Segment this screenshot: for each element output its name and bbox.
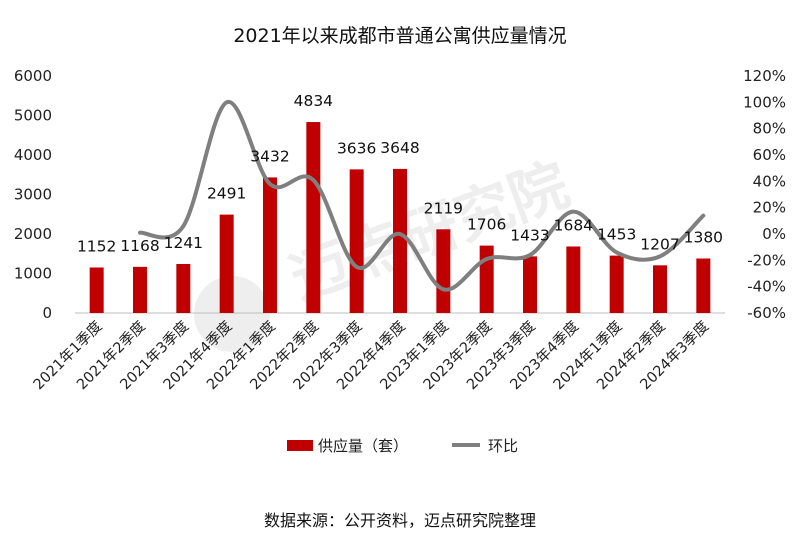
bar bbox=[219, 214, 234, 313]
left-tick-label: 0 bbox=[42, 304, 52, 322]
legend-bar-label: 供应量（套） bbox=[318, 437, 408, 455]
bar-value-label: 2491 bbox=[207, 185, 246, 203]
bar bbox=[479, 245, 494, 313]
x-axis: 2021年1季度2021年2季度2021年3季度2021年4季度2022年1季度… bbox=[30, 318, 712, 393]
bar bbox=[176, 263, 191, 313]
right-tick-label: -40% bbox=[747, 278, 786, 296]
right-tick-label: 0% bbox=[762, 225, 786, 243]
bar-series bbox=[89, 122, 711, 313]
bar-value-label: 1684 bbox=[554, 216, 593, 234]
bar bbox=[393, 168, 407, 313]
bar bbox=[349, 169, 364, 313]
bar-value-label: 4834 bbox=[294, 92, 333, 110]
bar-value-label: 1168 bbox=[120, 237, 159, 255]
left-axis: 0 1000 2000 3000 4000 5000 6000 bbox=[14, 67, 52, 322]
bar bbox=[436, 229, 451, 313]
bar bbox=[89, 267, 104, 313]
source-note: 数据来源：公开资料，迈点研究院整理 bbox=[264, 511, 536, 530]
bar-value-label: 2119 bbox=[424, 199, 463, 217]
watermark: 迈点研究院 bbox=[194, 150, 577, 352]
line-series bbox=[138, 100, 706, 292]
left-tick-label: 6000 bbox=[14, 67, 52, 85]
bar-value-label: 1241 bbox=[164, 234, 203, 252]
right-tick-label: -20% bbox=[747, 251, 786, 269]
bar-value-label: 3648 bbox=[380, 139, 419, 157]
legend-bar-swatch bbox=[287, 440, 313, 451]
legend: 供应量（套） 环比 bbox=[287, 437, 518, 455]
left-tick-label: 2000 bbox=[14, 225, 52, 243]
right-tick-label: 120% bbox=[743, 67, 786, 85]
bar bbox=[263, 177, 277, 313]
bar-value-label: 1152 bbox=[77, 237, 116, 255]
bar-value-label: 1706 bbox=[467, 216, 506, 234]
bar bbox=[653, 265, 667, 313]
bar-value-label: 1453 bbox=[597, 226, 636, 244]
mom-line bbox=[138, 100, 706, 292]
left-tick-label: 5000 bbox=[14, 107, 52, 125]
chart-title: 2021年以来成都市普通公寓供应量情况 bbox=[233, 25, 566, 47]
bar bbox=[306, 122, 321, 313]
bar-value-label: 1380 bbox=[684, 228, 723, 246]
right-tick-label: -60% bbox=[747, 304, 786, 322]
bar bbox=[609, 255, 624, 313]
right-tick-label: 60% bbox=[753, 146, 786, 164]
right-tick-label: 20% bbox=[753, 199, 786, 217]
bar bbox=[696, 258, 711, 313]
bar bbox=[133, 266, 147, 313]
right-tick-label: 80% bbox=[753, 120, 786, 138]
right-tick-label: 100% bbox=[743, 93, 786, 111]
right-axis: -60% -40% -20% 0% 20% 40% 60% 80% 100% 120% bbox=[743, 67, 786, 322]
bar-value-label: 3636 bbox=[337, 139, 376, 157]
left-tick-label: 3000 bbox=[14, 186, 52, 204]
bar bbox=[523, 256, 537, 313]
data-labels: 1152 1168 1241 2491 3432 4834 3636 3648 21191706… bbox=[77, 92, 723, 255]
bar-value-label: 1433 bbox=[510, 226, 549, 244]
right-tick-label: 40% bbox=[753, 172, 786, 190]
bar-value-label: 3432 bbox=[250, 147, 289, 165]
left-tick-label: 1000 bbox=[14, 265, 52, 283]
left-tick-label: 4000 bbox=[14, 146, 52, 164]
legend-line-label: 环比 bbox=[488, 437, 518, 455]
bar-value-label: 1207 bbox=[640, 235, 679, 253]
bar bbox=[566, 246, 581, 313]
